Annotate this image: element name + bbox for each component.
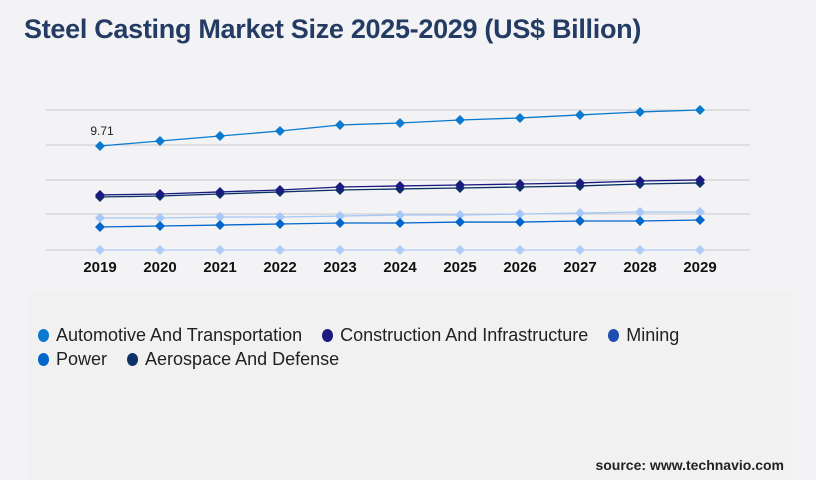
data-point xyxy=(695,245,705,255)
data-point xyxy=(635,206,645,217)
legend-label: Aerospace And Defense xyxy=(145,348,340,369)
data-point xyxy=(515,209,525,220)
data-point xyxy=(515,217,525,228)
legend-item: Power xyxy=(38,347,107,371)
legend-item: Aerospace And Defense xyxy=(127,347,339,371)
data-point xyxy=(455,245,465,255)
legend: Automotive And Transportation Constructio… xyxy=(38,323,778,371)
data-point xyxy=(215,220,225,231)
legend-label: Power xyxy=(56,348,108,369)
data-point xyxy=(275,212,285,223)
x-tick-label: 2022 xyxy=(263,259,296,276)
data-point xyxy=(275,126,285,137)
legend-marker xyxy=(608,328,620,342)
data-point xyxy=(395,209,405,220)
x-tick-label: 2024 xyxy=(383,259,417,276)
data-point xyxy=(455,217,465,228)
legend-item: Automotive And Transportation xyxy=(38,323,302,347)
legend-item: Mining xyxy=(608,323,679,347)
x-tick-label: 2023 xyxy=(323,259,356,276)
data-point xyxy=(455,114,465,125)
legend-marker xyxy=(38,328,49,342)
data-point xyxy=(215,212,225,223)
data-point xyxy=(695,174,705,185)
data-point xyxy=(635,106,645,117)
data-point xyxy=(335,120,345,131)
x-tick-label: 2027 xyxy=(563,259,596,276)
data-point xyxy=(695,105,705,116)
chart-title: Steel Casting Market Size 2025-2029 (US$… xyxy=(24,14,642,44)
series-line xyxy=(99,109,701,147)
data-point xyxy=(515,179,525,190)
data-point xyxy=(635,215,645,226)
data-point xyxy=(515,112,525,123)
x-tick-label: 2029 xyxy=(683,259,716,276)
data-point xyxy=(575,208,585,219)
legend-item: Construction And Infrastructure xyxy=(322,323,588,347)
data-point xyxy=(395,218,405,229)
x-tick-label: 2028 xyxy=(623,259,656,276)
data-point xyxy=(155,221,165,232)
data-point xyxy=(275,245,285,255)
data-point xyxy=(155,188,165,199)
data-point xyxy=(95,245,105,255)
data-point xyxy=(155,245,165,255)
data-point xyxy=(335,182,345,193)
legend-marker xyxy=(127,352,139,366)
data-point xyxy=(335,211,345,222)
data-point xyxy=(635,245,645,255)
data-point xyxy=(395,117,405,128)
data-point xyxy=(575,245,585,255)
data-point xyxy=(275,185,285,196)
x-tick-label: 2020 xyxy=(143,259,176,276)
data-point xyxy=(95,189,105,200)
legend-label: Construction And Infrastructure xyxy=(340,324,589,345)
source-label: source: www.technavio.com xyxy=(595,457,784,473)
line-chart: 2019 2020 2021 2022 2023 2024 2025 2026 2027 2028… xyxy=(46,105,750,276)
data-point xyxy=(155,135,165,146)
data-label: 9.71 xyxy=(90,124,114,138)
data-point xyxy=(215,131,225,142)
data-point xyxy=(515,245,525,255)
legend-marker xyxy=(38,352,49,366)
data-point xyxy=(695,206,705,217)
data-point xyxy=(575,215,585,226)
data-point xyxy=(395,245,405,255)
data-point xyxy=(215,245,225,255)
data-point xyxy=(95,221,105,232)
data-point xyxy=(635,176,645,187)
data-point xyxy=(155,212,165,223)
data-point xyxy=(575,177,585,188)
data-point xyxy=(695,215,705,226)
data-point xyxy=(395,180,405,191)
data-point xyxy=(455,209,465,220)
legend-marker xyxy=(322,328,334,342)
legend-label: Automotive And Transportation xyxy=(56,324,303,345)
x-tick-label: 2021 xyxy=(203,259,236,276)
data-point xyxy=(455,179,465,190)
x-tick-label: 2019 xyxy=(83,259,116,276)
data-point xyxy=(275,218,285,229)
legend-panel xyxy=(30,292,792,480)
x-tick-label: 2026 xyxy=(503,259,536,276)
data-point xyxy=(335,245,345,255)
x-tick-label: 2025 xyxy=(443,259,476,276)
data-point xyxy=(95,141,105,151)
data-point xyxy=(95,212,105,223)
data-point xyxy=(215,186,225,197)
data-point xyxy=(575,109,585,120)
legend-label: Mining xyxy=(626,324,680,345)
data-point xyxy=(335,218,345,229)
